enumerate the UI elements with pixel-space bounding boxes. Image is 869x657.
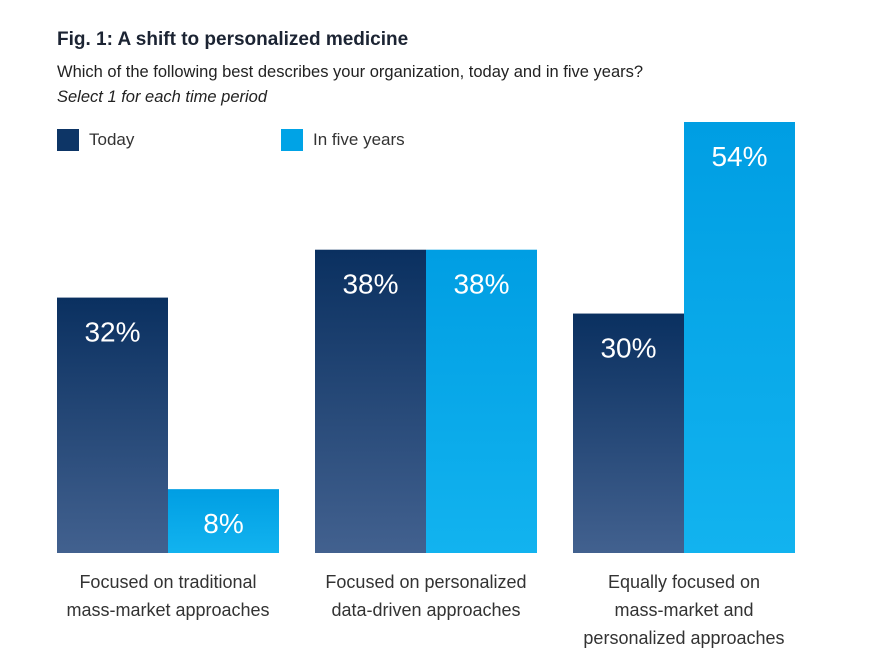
bar-value-label: 38% [453, 269, 509, 300]
category-label: personalized approaches [583, 628, 784, 648]
bar-in-five-years-3 [684, 122, 795, 553]
legend-label-in-five-years: In five years [313, 130, 405, 149]
category-label: mass-market and [614, 600, 753, 620]
chart-note: Select 1 for each time period [57, 88, 268, 106]
legend-swatch-today [57, 129, 79, 151]
bar-in-five-years-1 [168, 489, 279, 553]
bar-value-label: 32% [84, 317, 140, 348]
bar-value-label: 8% [203, 508, 243, 539]
category-label: data-driven approaches [331, 600, 520, 620]
bar-in-five-years-2 [426, 249, 537, 553]
legend-item-in-five-years: In five years [281, 128, 405, 152]
legend-item-today: Today [57, 128, 134, 152]
bar-today-3 [573, 313, 684, 553]
bar-today-2 [315, 249, 426, 553]
bar-today-1 [57, 297, 168, 553]
chart-subtitle: Which of the following best describes yo… [57, 63, 644, 81]
legend-label-today: Today [89, 130, 135, 149]
category-label: mass-market approaches [66, 600, 269, 620]
category-label: Focused on traditional [79, 572, 256, 592]
category-label: Equally focused on [608, 572, 760, 592]
bar-value-label: 54% [711, 141, 767, 172]
bar-value-label: 30% [600, 333, 656, 364]
category-label: Focused on personalized [325, 572, 526, 592]
chart-title: Fig. 1: A shift to personalized medicine [57, 29, 409, 50]
bar-value-label: 38% [342, 269, 398, 300]
legend-swatch-in-five-years [281, 129, 303, 151]
